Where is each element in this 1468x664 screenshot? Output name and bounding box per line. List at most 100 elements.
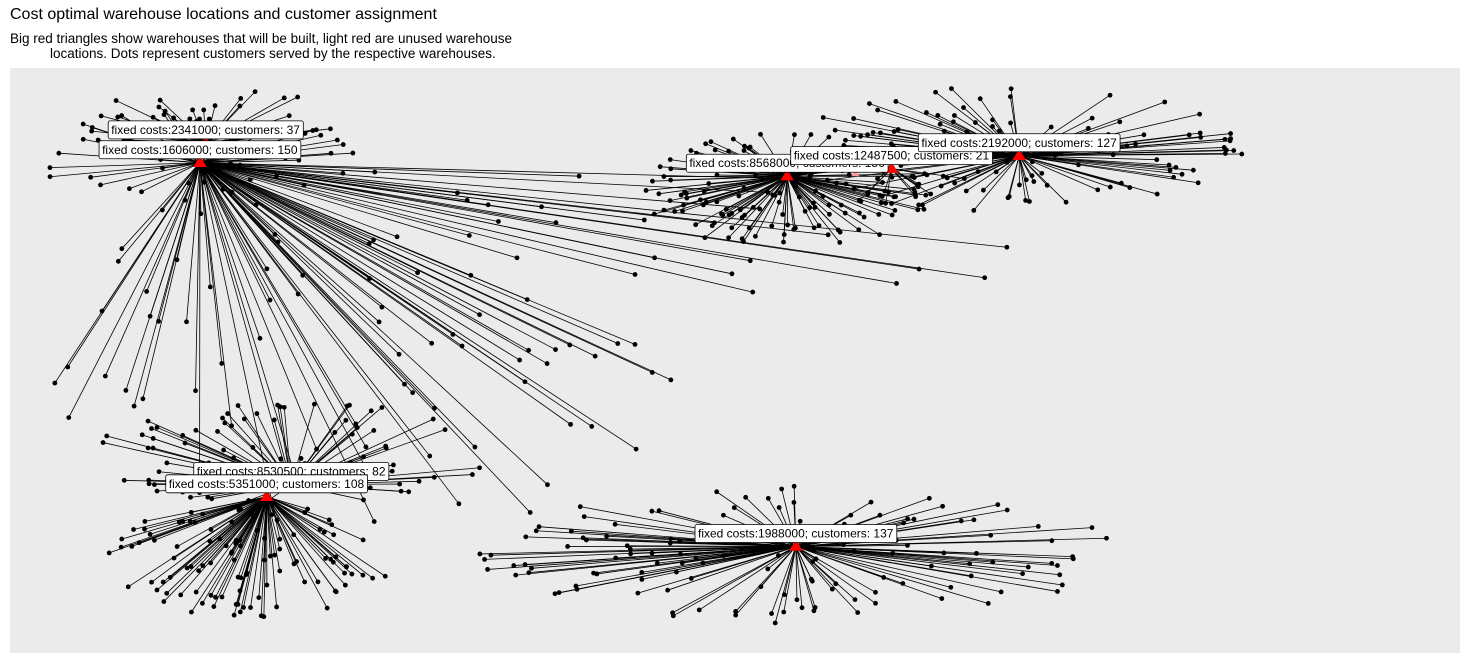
- customer-point: [567, 342, 573, 348]
- customer-point: [973, 120, 978, 125]
- customer-point: [318, 132, 324, 138]
- customer-point: [430, 416, 436, 422]
- warehouse-label-box: [98, 140, 302, 160]
- assignment-line: [202, 496, 267, 604]
- customer-point: [231, 455, 236, 461]
- assignment-line: [266, 496, 386, 577]
- customer-point: [456, 501, 462, 507]
- customer-point: [1039, 170, 1045, 176]
- customer-point: [250, 445, 256, 450]
- customer-point: [746, 225, 752, 231]
- customer-point: [249, 512, 255, 517]
- assignment-line: [795, 546, 932, 567]
- customer-point: [974, 550, 979, 556]
- customer-point: [878, 200, 884, 206]
- customer-point: [115, 114, 121, 120]
- customer-point: [205, 494, 211, 500]
- assignment-line: [966, 155, 1020, 192]
- customer-point: [893, 99, 899, 104]
- customer-point: [742, 212, 747, 218]
- assignment-line: [156, 496, 267, 591]
- customer-point: [1008, 86, 1014, 92]
- assignment-line: [199, 162, 753, 293]
- customer-point: [136, 540, 142, 546]
- assignment-line: [195, 496, 267, 593]
- customer-point: [750, 549, 756, 555]
- customer-point: [298, 456, 304, 461]
- customer-point: [873, 589, 878, 595]
- customer-point: [382, 573, 388, 579]
- customer-point: [797, 518, 803, 524]
- customer-point: [769, 611, 774, 616]
- customer-point: [302, 131, 308, 136]
- customer-point: [604, 533, 609, 539]
- customer-point: [1044, 182, 1050, 188]
- customer-point: [1085, 125, 1091, 131]
- customer-point: [841, 542, 846, 548]
- customer-point: [98, 113, 104, 119]
- customer-point: [834, 180, 840, 186]
- customer-point: [670, 610, 675, 616]
- assignment-line: [199, 162, 556, 224]
- customer-point: [703, 141, 709, 147]
- customer-point: [939, 596, 945, 601]
- customer-point: [846, 172, 852, 178]
- customer-point: [1055, 563, 1060, 568]
- assignment-line: [199, 162, 261, 339]
- customer-point: [211, 604, 217, 609]
- customer-point: [1166, 162, 1172, 168]
- customer-point: [1057, 572, 1063, 578]
- customer-point: [544, 361, 550, 366]
- customer-point: [855, 610, 861, 615]
- customer-point: [791, 483, 797, 489]
- assignment-line: [199, 162, 571, 425]
- customer-point: [317, 526, 323, 532]
- assignment-line: [199, 162, 476, 448]
- customer-point: [342, 570, 347, 576]
- customer-point: [253, 202, 259, 208]
- assignment-line: [195, 162, 201, 391]
- customer-point: [665, 587, 671, 593]
- customer-point: [861, 214, 867, 220]
- customer-point: [714, 489, 720, 495]
- customer-point: [200, 600, 205, 606]
- customer-point: [196, 568, 201, 574]
- customer-point: [649, 508, 655, 514]
- customer-point: [1231, 148, 1237, 153]
- customer-point: [149, 579, 154, 585]
- assignment-line: [142, 162, 201, 399]
- assignment-line: [795, 546, 798, 600]
- customer-point: [583, 537, 589, 543]
- customer-point: [747, 258, 753, 264]
- customer-point: [217, 536, 223, 542]
- assignment-line: [1008, 155, 1020, 197]
- customer-point: [832, 127, 838, 133]
- warehouse-label-text: fixed costs:1606000; customers: 150: [102, 143, 298, 157]
- assignment-line: [743, 175, 788, 189]
- customer-point: [733, 609, 739, 614]
- customer-point: [235, 601, 241, 607]
- customer-point: [750, 205, 756, 210]
- warehouse-label: fixed costs:2192000; customers: 127: [917, 133, 1121, 153]
- customer-point: [668, 177, 674, 183]
- assignment-line: [786, 175, 846, 214]
- customer-point: [1031, 179, 1037, 184]
- customer-point: [1055, 589, 1060, 594]
- assignment-line: [199, 162, 398, 238]
- customer-point: [526, 347, 532, 353]
- customer-point: [627, 546, 633, 552]
- assignment-line: [641, 546, 796, 580]
- customer-point: [389, 468, 395, 474]
- customer-point: [220, 186, 226, 192]
- assignment-line: [199, 159, 299, 164]
- assignment-line: [786, 176, 796, 229]
- customer-point: [851, 548, 857, 554]
- customer-point: [176, 519, 182, 525]
- assignment-line: [266, 496, 306, 583]
- customer-point: [769, 223, 775, 229]
- customer-point: [635, 590, 641, 596]
- customer-point: [238, 543, 243, 549]
- assignment-line: [199, 162, 672, 381]
- customer-point: [517, 357, 523, 363]
- customer-point: [376, 319, 382, 325]
